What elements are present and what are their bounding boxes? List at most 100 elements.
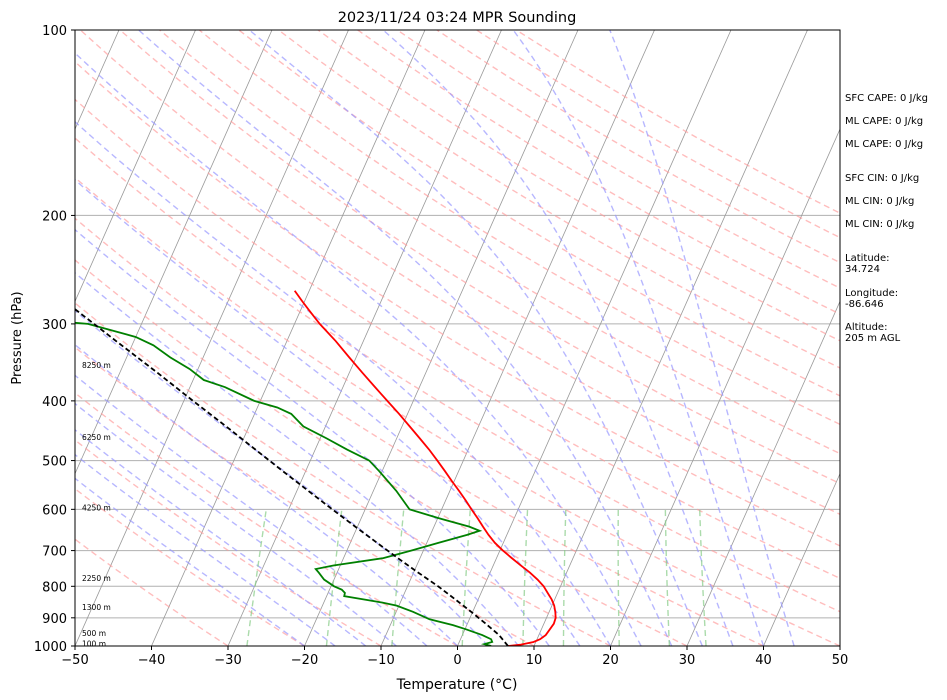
isotherm-line	[227, 30, 502, 646]
isotherm-line	[457, 30, 732, 646]
height-label: 8250 m	[82, 361, 111, 370]
y-tick-label: 700	[42, 545, 67, 560]
height-label: 6250 m	[82, 433, 111, 442]
x-tick-label: 50	[832, 653, 849, 668]
y-tick-label: 800	[42, 580, 67, 595]
dry-adiabat-line	[75, 538, 229, 646]
moist-adiabat-line	[512, 30, 765, 646]
y-tick-label: 1000	[34, 640, 67, 655]
latitude: Latitude: 34.724	[845, 253, 890, 275]
height-label: 4250 m	[82, 504, 111, 513]
dry-adiabat-line	[278, 30, 840, 369]
x-tick-label: −10	[367, 653, 394, 668]
y-tick-label: 100	[42, 24, 67, 39]
temperature-profile-line	[293, 290, 557, 646]
y-axis-label: Pressure (hPa)	[10, 291, 25, 384]
dry-adiabat-line	[75, 137, 840, 613]
moist-adiabat-line	[248, 30, 703, 646]
dry-adiabat-line	[159, 30, 840, 455]
x-tick-label: −20	[291, 653, 318, 668]
isotherm-line	[151, 30, 426, 646]
mixing-ratio-line	[699, 509, 707, 646]
isotherm-line	[610, 128, 840, 646]
x-tick-label: −50	[61, 653, 88, 668]
background-lines	[75, 30, 840, 646]
longitude: Longitude: -86.646	[845, 288, 899, 310]
chart-title: 2023/11/24 03:24 MPR Sounding	[338, 10, 577, 26]
moist-adiabat-line	[75, 477, 305, 646]
moist-adiabat-line	[75, 120, 612, 646]
isotherm-line	[75, 30, 349, 646]
dry-adiabat-line	[75, 487, 305, 646]
dry-adiabat-line	[75, 60, 840, 547]
x-tick-label: 40	[755, 653, 772, 668]
isotherm-line	[380, 30, 655, 646]
dry-adiabat-line	[75, 302, 611, 646]
mixing-ratio-line	[522, 509, 529, 646]
dry-adiabat-line	[75, 346, 535, 646]
moist-adiabat-line	[138, 30, 673, 646]
moist-adiabat-line	[75, 374, 428, 646]
x-tick-label: 0	[453, 653, 461, 668]
moist-adiabat-line	[75, 178, 581, 646]
moist-adiabat-line	[609, 30, 795, 646]
isotherm-line	[763, 472, 840, 646]
ml-cin: ML CIN: 0 J/kg	[845, 196, 915, 207]
y-tick-label: 300	[42, 318, 67, 333]
height-label: 100 m	[82, 639, 106, 648]
mixing-ratio-line	[246, 509, 267, 646]
height-label: 1300 m	[82, 603, 111, 612]
dry-adiabat-line	[119, 30, 840, 485]
dry-adiabat-line	[75, 176, 840, 646]
moist-adiabat-line	[75, 453, 336, 646]
ml-cape-2: ML CAPE: 0 J/kg	[845, 139, 924, 150]
ml-cape: ML CAPE: 0 J/kg	[845, 116, 924, 127]
y-tick-label: 500	[42, 455, 67, 470]
ml-cin-2: ML CIN: 0 J/kg	[845, 219, 915, 230]
dry-adiabat-line	[75, 217, 764, 646]
mixing-ratio-line	[617, 509, 620, 646]
moist-adiabat-line	[75, 343, 458, 646]
moist-adiabat-line	[75, 428, 367, 646]
moist-adiabat-line	[75, 309, 489, 646]
isotherm-line	[304, 30, 579, 646]
moist-adiabat-line	[75, 52, 642, 646]
moist-adiabat-line	[75, 228, 550, 646]
dry-adiabat-line	[75, 259, 688, 646]
isotherm-line	[533, 30, 808, 646]
isotherm-line	[75, 30, 273, 475]
y-tick-label: 400	[42, 395, 67, 410]
dry-adiabat-line	[75, 392, 458, 646]
altitude: Altitude: 205 m AGL	[845, 322, 901, 344]
data-lines	[75, 290, 557, 646]
height-label: 2250 m	[82, 574, 111, 583]
x-tick-label: 30	[679, 653, 696, 668]
dry-adiabat-line	[198, 30, 840, 426]
isotherm-line	[75, 30, 196, 303]
height-label: 500 m	[82, 629, 106, 638]
moist-adiabat-line	[75, 271, 520, 646]
y-tick-label: 200	[42, 209, 67, 224]
x-axis-label: Temperature (°C)	[396, 677, 518, 693]
dry-adiabat-line	[75, 98, 840, 580]
moist-adiabat-line	[382, 30, 734, 646]
sfc-cape: SFC CAPE: 0 J/kg	[845, 93, 928, 104]
dry-adiabat-line	[238, 30, 840, 397]
x-tick-label: −40	[138, 653, 165, 668]
parcel-path-line	[75, 308, 509, 646]
dewpoint-profile-line	[75, 321, 494, 646]
x-tick-label: −30	[214, 653, 241, 668]
dry-adiabat-line	[79, 30, 840, 516]
dry-adiabat-line	[357, 30, 840, 315]
y-tick-label: 600	[42, 503, 67, 518]
dry-adiabat-line	[396, 30, 840, 289]
sfc-cin: SFC CIN: 0 J/kg	[845, 173, 920, 184]
y-tick-label: 900	[42, 612, 67, 627]
isotherm-line	[686, 300, 840, 646]
mixing-ratio-line	[391, 509, 405, 646]
x-tick-label: 10	[526, 653, 543, 668]
x-tick-label: 20	[602, 653, 619, 668]
mixing-ratio-line	[664, 509, 671, 646]
